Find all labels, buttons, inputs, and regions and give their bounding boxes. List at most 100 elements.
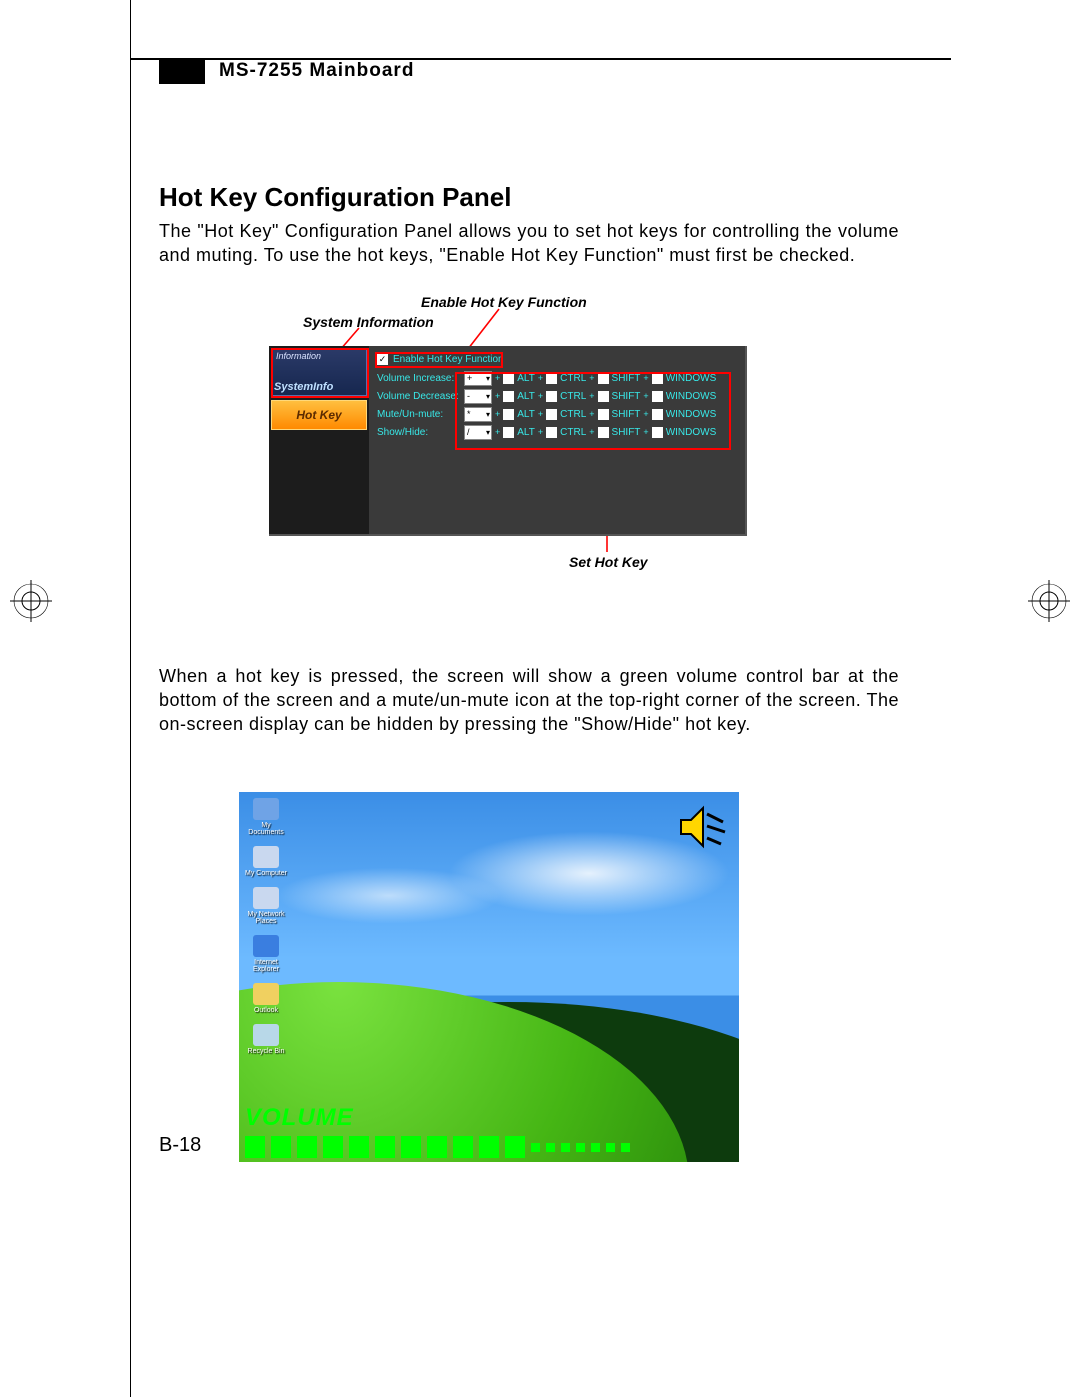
plus-icon: + — [589, 409, 594, 419]
ctrl-checkbox[interactable] — [546, 409, 557, 420]
hotkey-row: Volume Decrease:-+ALT+CTRL+SHIFT+WINDOWS — [377, 389, 737, 404]
desktop-screenshot: My Documents My Computer My Network Places… — [239, 792, 739, 1162]
plus-icon: + — [589, 391, 594, 401]
hotkey-row: Volume Increase:++ALT+CTRL+SHIFT+WINDOWS — [377, 371, 737, 386]
plus-icon: + — [495, 409, 500, 419]
volume-segment-empty — [546, 1143, 555, 1152]
shift-checkbox[interactable] — [598, 391, 609, 402]
hotkey-row-label: Show/Hide: — [377, 427, 461, 438]
plus-icon: + — [538, 391, 543, 401]
ctrl-label: CTRL — [560, 373, 586, 384]
ctrl-label: CTRL — [560, 409, 586, 420]
ctrl-checkbox[interactable] — [546, 373, 557, 384]
plus-icon: + — [589, 427, 594, 437]
header-rule — [131, 58, 951, 60]
ctrl-label: CTRL — [560, 427, 586, 438]
alt-checkbox[interactable] — [503, 427, 514, 438]
windows-checkbox[interactable] — [652, 427, 663, 438]
enable-hotkey-checkbox[interactable] — [377, 354, 388, 365]
volume-segment-filled — [297, 1136, 317, 1158]
volume-segment-empty — [591, 1143, 600, 1152]
crop-mark-left — [10, 580, 52, 622]
volume-segment-empty — [606, 1143, 615, 1152]
hotkey-row-label: Volume Increase: — [377, 373, 461, 384]
alt-checkbox[interactable] — [503, 373, 514, 384]
volume-segment-filled — [375, 1136, 395, 1158]
plus-icon: + — [538, 427, 543, 437]
hotkey-key-dropdown[interactable]: - — [464, 389, 492, 404]
header-block — [159, 58, 205, 84]
enable-hotkey-row: Enable Hot Key Function — [377, 354, 737, 365]
paragraph-2: When a hot key is pressed, the screen wi… — [159, 664, 899, 737]
windows-label: WINDOWS — [666, 391, 717, 402]
page-container: MS-7255 Mainboard Hot Key Configuration … — [130, 0, 950, 1397]
hotkey-panel: Information SystemInfo Hot Key Enable Ho… — [269, 346, 747, 536]
tab-sys-title: Information — [276, 351, 321, 361]
desktop-icon[interactable]: Internet Explorer — [245, 935, 287, 973]
hotkey-row: Show/Hide:/+ALT+CTRL+SHIFT+WINDOWS — [377, 425, 737, 440]
windows-checkbox[interactable] — [652, 409, 663, 420]
desktop-icon-label: My Documents — [245, 822, 287, 836]
desktop-icon-glyph — [253, 846, 279, 868]
volume-segment-filled — [427, 1136, 447, 1158]
desktop-icon[interactable]: My Computer — [245, 846, 287, 877]
volume-segment-filled — [401, 1136, 421, 1158]
desktop-icon[interactable]: My Network Places — [245, 887, 287, 925]
volume-segment-filled — [271, 1136, 291, 1158]
tab-hot-key[interactable]: Hot Key — [271, 400, 367, 430]
plus-icon: + — [589, 373, 594, 383]
desktop-icon-glyph — [253, 983, 279, 1005]
windows-label: WINDOWS — [666, 409, 717, 420]
alt-checkbox[interactable] — [503, 391, 514, 402]
hotkey-row: Mute/Un-mute:*+ALT+CTRL+SHIFT+WINDOWS — [377, 407, 737, 422]
windows-label: WINDOWS — [666, 427, 717, 438]
panel-right-content: Enable Hot Key Function Volume Increase:… — [369, 346, 745, 534]
alt-label: ALT — [517, 391, 535, 402]
windows-checkbox[interactable] — [652, 373, 663, 384]
hotkey-key-dropdown[interactable]: + — [464, 371, 492, 386]
alt-label: ALT — [517, 373, 535, 384]
alt-label: ALT — [517, 409, 535, 420]
volume-segment-filled — [323, 1136, 343, 1158]
shift-checkbox[interactable] — [598, 427, 609, 438]
plus-icon: + — [643, 427, 648, 437]
plus-icon: + — [495, 427, 500, 437]
volume-bar — [245, 1136, 630, 1158]
page-number: B-18 — [159, 1134, 201, 1157]
desktop-icon[interactable]: Recycle Bin — [245, 1024, 287, 1055]
plus-icon: + — [643, 409, 648, 419]
desktop-icon-label: Outlook — [245, 1007, 287, 1014]
shift-checkbox[interactable] — [598, 373, 609, 384]
hotkey-key-dropdown[interactable]: / — [464, 425, 492, 440]
plus-icon: + — [538, 373, 543, 383]
crop-mark-right — [1028, 580, 1070, 622]
volume-segment-filled — [245, 1136, 265, 1158]
desktop-icon-label: My Network Places — [245, 911, 287, 925]
paragraph-1: The "Hot Key" Configuration Panel allows… — [159, 219, 899, 268]
volume-segment-filled — [453, 1136, 473, 1158]
hotkey-key-dropdown[interactable]: * — [464, 407, 492, 422]
plus-icon: + — [643, 373, 648, 383]
tab-hot-key-label: Hot Key — [296, 408, 341, 422]
tab-system-info[interactable]: Information SystemInfo — [271, 348, 367, 396]
windows-checkbox[interactable] — [652, 391, 663, 402]
ctrl-checkbox[interactable] — [546, 391, 557, 402]
desktop-icons-column: My Documents My Computer My Network Places… — [245, 798, 287, 1055]
desktop-icon[interactable]: My Documents — [245, 798, 287, 836]
alt-label: ALT — [517, 427, 535, 438]
desktop-icon-label: My Computer — [245, 870, 287, 877]
hotkey-panel-figure: Enable Hot Key Function System Informati… — [159, 294, 899, 574]
desktop-icon-glyph — [253, 887, 279, 909]
shift-label: SHIFT — [612, 427, 641, 438]
volume-label: VOLUME — [245, 1104, 354, 1132]
volume-segment-empty — [576, 1143, 585, 1152]
desktop-icon-label: Internet Explorer — [245, 959, 287, 973]
panel-left-tabs: Information SystemInfo Hot Key — [269, 346, 369, 534]
alt-checkbox[interactable] — [503, 409, 514, 420]
shift-checkbox[interactable] — [598, 409, 609, 420]
desktop-icon[interactable]: Outlook — [245, 983, 287, 1014]
shift-label: SHIFT — [612, 391, 641, 402]
ctrl-checkbox[interactable] — [546, 427, 557, 438]
enable-hotkey-label: Enable Hot Key Function — [393, 354, 504, 365]
windows-label: WINDOWS — [666, 373, 717, 384]
